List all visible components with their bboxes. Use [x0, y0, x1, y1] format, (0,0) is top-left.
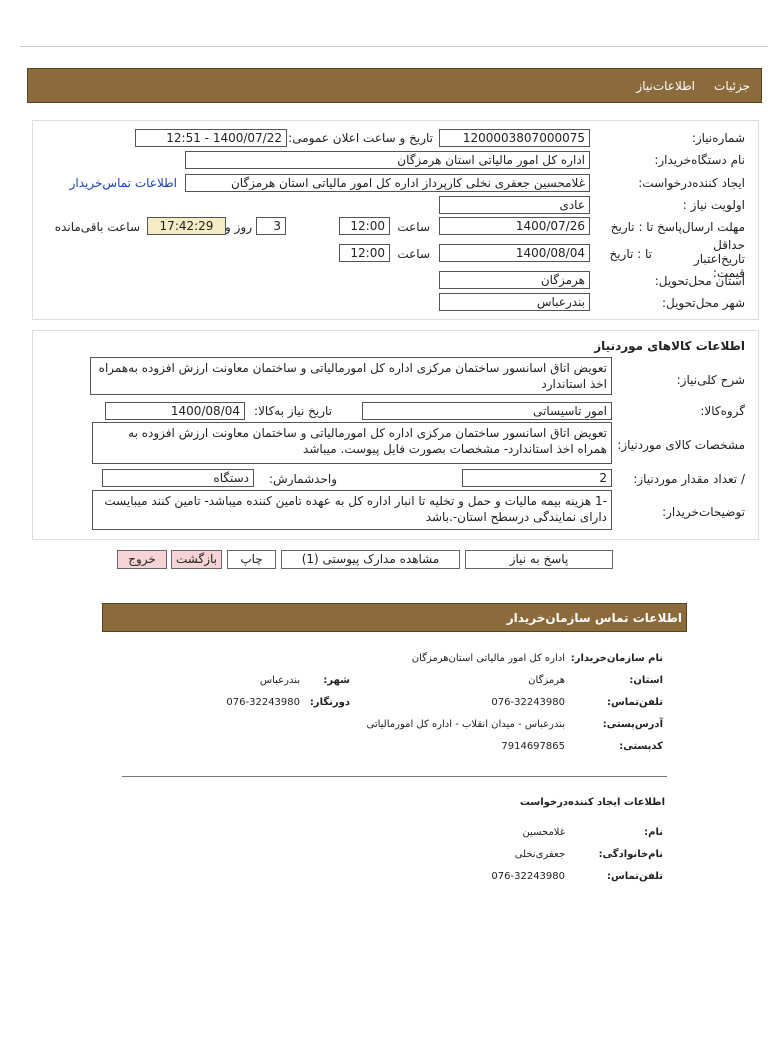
section-title: اطلاعات تماس سازمان‌خریدار [506, 611, 682, 625]
field-label: مهلت ارسال‌پاسخ تا : تاریخ [610, 220, 745, 234]
section-title: اطلاعات ایجاد کننده‌درخواست [519, 797, 665, 808]
field-value: 076-32243980 [491, 871, 565, 882]
contact-header-bar [102, 603, 687, 632]
field-value: اداره کل امور مالیاتی استان‌هرمزگان [411, 653, 565, 664]
field-value: تعویض اتاق اسانسور ساختمان مرکزی اداره ک… [90, 357, 612, 395]
field-label: شماره‌نیاز: [691, 131, 745, 145]
field-value: 7914697865 [501, 741, 565, 752]
field-value: 12:00 [339, 244, 390, 262]
field-label: نام: [644, 827, 663, 838]
field-label: مشخصات کالای مورد‌نیاز: [617, 438, 745, 452]
field-value: بندرعباس [439, 293, 590, 311]
need-info-panel [32, 120, 759, 320]
field-label: اولویت نیاز : [682, 198, 745, 212]
button[interactable]: خروج [117, 550, 167, 569]
field-label: دورنگار: [309, 697, 350, 708]
field-value: 1400/08/04 [105, 402, 245, 420]
tab[interactable]: جزئیات [714, 79, 750, 93]
field-value: جعفری‌نخلی [514, 849, 565, 860]
field-label: نام‌خانوادگی: [598, 849, 663, 860]
field-value: 12:00 [339, 217, 390, 235]
field-label: شهر محل‌تحویل: [661, 296, 745, 310]
top-rule [20, 46, 768, 47]
field-value: بندرعباس [259, 675, 300, 686]
field-value: 3 [256, 217, 286, 235]
field-value: اداره کل امور مالیاتی استان هرمزگان [185, 151, 590, 169]
button[interactable]: پاسخ به نیاز [465, 550, 613, 569]
field-value: بندرعباس - میدان انقلاب - اداره کل امورم… [366, 719, 565, 730]
field-value: هرمزگان [439, 271, 590, 289]
field-value: 1200003807000075 [439, 129, 590, 147]
field-value: 1400/07/26 [439, 217, 590, 235]
field-label: تلفن‌تماس: [606, 871, 663, 882]
field-value: 1400/07/22 - 12:51 [135, 129, 287, 147]
field-label: شهر: [323, 675, 350, 686]
field-value: غلامحسین [522, 827, 565, 838]
field-label: حداقل تاریخ‌اعتبار قیمت: [693, 238, 745, 280]
field-label: واحد‌شمارش: [269, 472, 337, 486]
field-value: امور تاسیساتی [362, 402, 612, 420]
tab[interactable]: اطلاعات‌نیاز [636, 79, 695, 93]
field-value: دستگاه [102, 469, 254, 487]
remaining-time: 17:42:29 [147, 217, 226, 235]
field-label: ساعت [397, 220, 430, 234]
field-value: 076-32243980 [491, 697, 565, 708]
field-value: هرمزگان [528, 675, 565, 686]
field-label: شرح کلی‌نیاز: [676, 373, 745, 387]
header-bar [27, 68, 762, 103]
field-label: نام سازمان‌خریدار: [570, 653, 663, 664]
button[interactable]: بازگشت [171, 550, 222, 569]
field-label: تا : تاریخ [609, 247, 652, 261]
field-label: ساعت باقی‌مانده [54, 220, 140, 234]
section-title: اطلاعات کالاهای موردنیاز [594, 339, 745, 353]
field-label: استان محل‌تحویل: [654, 274, 745, 288]
field-label: / تعداد مقدار مورد‌نیاز: [633, 472, 745, 486]
field-label: توضیحات‌خریدار: [662, 505, 745, 519]
field-label: روز و [225, 220, 252, 234]
field-value: -1 هزینه بیمه مالیات و حمل و تخلیه تا ان… [92, 490, 612, 530]
field-value: 076-32243980 [226, 697, 300, 708]
field-label: گروه‌کالا: [700, 404, 745, 418]
field-label: ساعت [397, 247, 430, 261]
field-value: 2 [462, 469, 612, 487]
separator [122, 776, 667, 777]
field-label: تاریخ نیاز به‌کالا: [254, 404, 332, 418]
field-label: تاریخ و ساعت اعلان عمومی: [288, 131, 433, 145]
field-label: کدپستی: [619, 741, 663, 752]
contact-link[interactable]: اطلاعات تماس‌خریدار [69, 176, 177, 190]
field-label: آدرس‌پستی: [602, 719, 663, 730]
field-value: 1400/08/04 [439, 244, 590, 262]
field-value: تعویض اتاق اسانسور ساختمان مرکزی اداره ک… [92, 422, 612, 464]
button[interactable]: چاپ [227, 550, 276, 569]
field-label: استان: [629, 675, 663, 686]
field-label: ایجاد کننده‌درخواست: [638, 176, 745, 190]
field-value: غلامحسین جعفری نخلی کارپرداز اداره کل ام… [185, 174, 590, 192]
goods-panel [32, 330, 759, 540]
field-label: نام دستگاه‌خریدار: [654, 153, 745, 167]
field-label: تلفن‌تماس: [606, 697, 663, 708]
field-value: عادی [439, 196, 590, 214]
button[interactable]: مشاهده مدارک پیوستی (1) [281, 550, 460, 569]
